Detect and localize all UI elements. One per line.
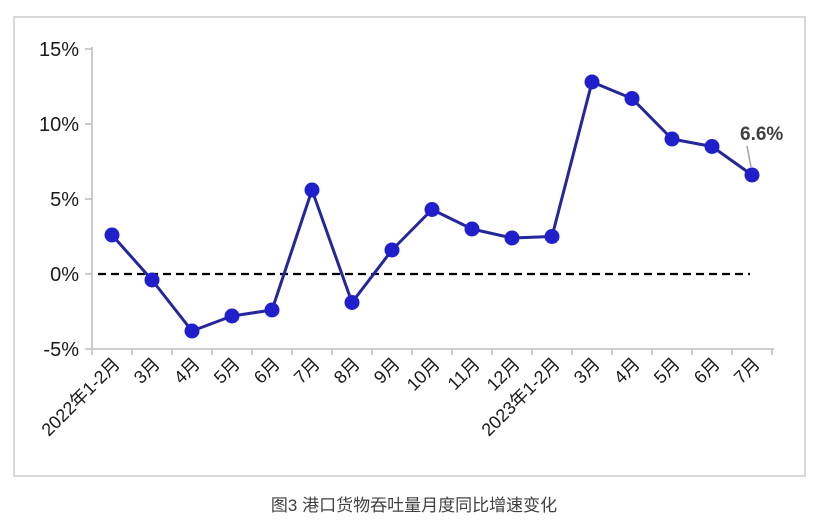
data-point [504, 230, 520, 246]
x-tick-label: 10月 [403, 354, 444, 395]
data-point [624, 91, 640, 106]
y-tick-label: 5% [50, 189, 79, 211]
x-tick-label: 11月 [444, 354, 484, 394]
x-tick-label: 3月 [570, 354, 604, 388]
y-tick-label: 10% [39, 114, 79, 136]
data-point [544, 229, 560, 244]
x-tick-label: 4月 [170, 354, 204, 388]
data-point [144, 272, 160, 288]
data-point [104, 227, 120, 243]
data-point [744, 167, 760, 183]
data-point [224, 308, 240, 324]
x-tick-label: 5月 [210, 354, 244, 388]
x-tick-label: 3月 [130, 354, 164, 388]
data-point [664, 131, 680, 147]
data-point [384, 242, 400, 258]
figure-caption: 图3 港口货物吞吐量月度同比增速变化 [270, 496, 558, 515]
x-tick-label: 6月 [250, 354, 284, 388]
y-tick-label: -5% [43, 339, 79, 361]
annotation-leader-line [746, 145, 752, 168]
data-point [184, 323, 200, 339]
data-point [304, 182, 320, 198]
data-point [704, 139, 720, 154]
data-point [424, 202, 440, 217]
x-tick-label: 8月 [330, 354, 364, 388]
data-label: 6.6% [740, 124, 783, 145]
data-point [464, 221, 480, 237]
chart-area: 15% 10% 5% 0% -5% 2022年1-2月 3月 4月 5月 6月 7月 8月 9月 10月 1… [13, 16, 806, 477]
x-tick-label: 5月 [650, 354, 684, 388]
y-tick-label: 0% [50, 264, 79, 286]
data-point [264, 302, 280, 318]
y-tick-label: 15% [39, 39, 79, 61]
x-tick-label: 7月 [730, 354, 764, 388]
x-tick-label: 4月 [610, 354, 644, 388]
data-point [584, 74, 600, 90]
data-point [344, 295, 360, 310]
x-tick-label: 6月 [690, 354, 724, 388]
x-tick-label: 9月 [370, 354, 404, 388]
x-tick-label: 7月 [290, 354, 324, 388]
x-tick-label: 2022年1-2月 [38, 354, 124, 440]
